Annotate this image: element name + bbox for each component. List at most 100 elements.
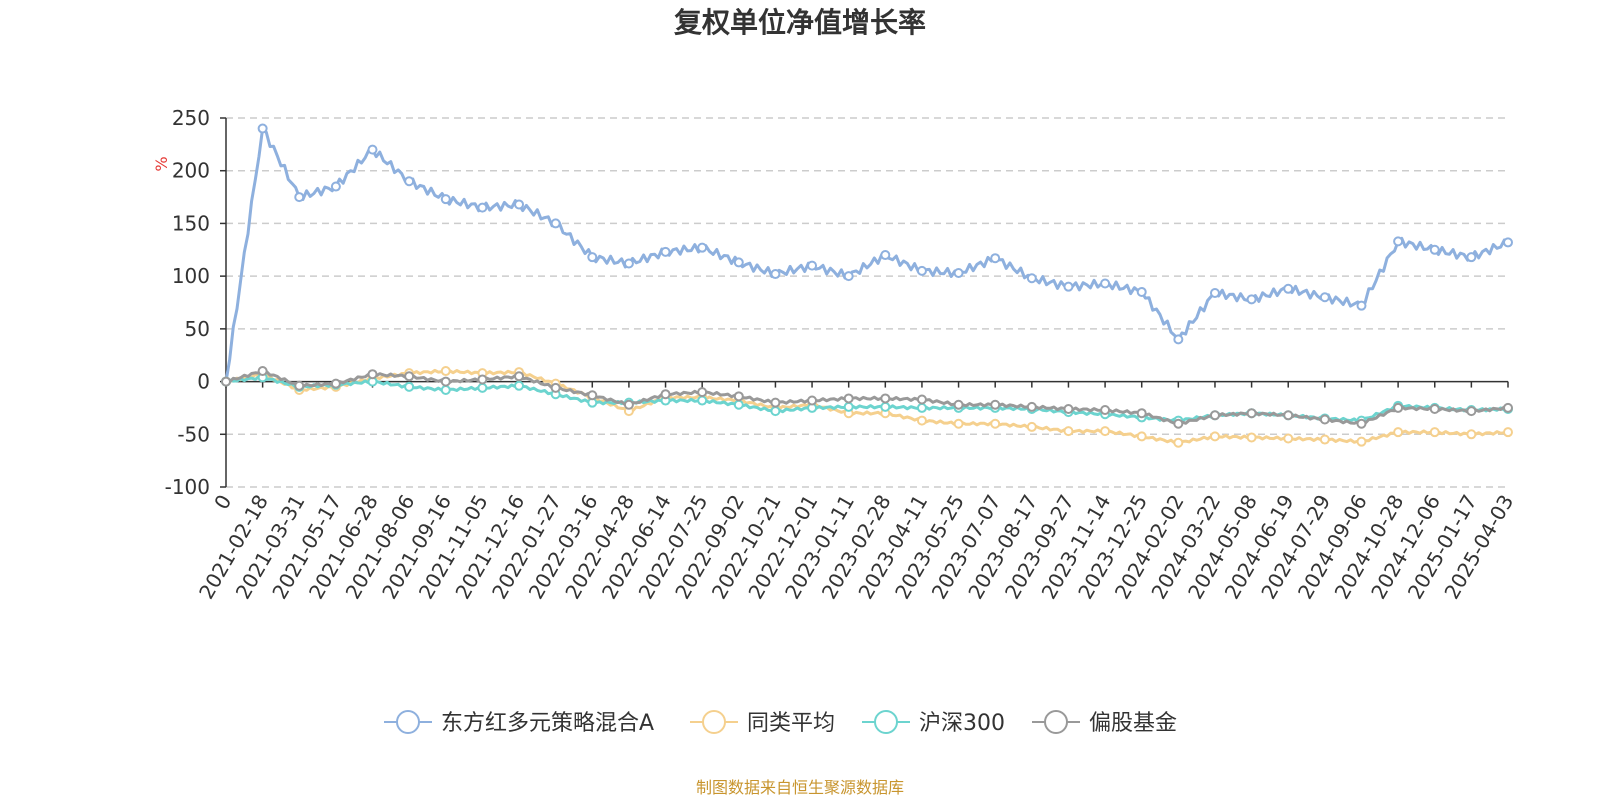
data-point [1246, 408, 1257, 419]
data-point [1173, 418, 1184, 429]
data-point [660, 389, 671, 400]
legend[interactable]: 东方红多元策略混合A 同类平均 沪深300 偏股基金 [384, 710, 1177, 736]
data-point [257, 366, 268, 377]
data-point [1026, 421, 1037, 432]
data-point [1393, 402, 1404, 413]
legend-item[interactable]: 偏股基金 [1032, 710, 1177, 736]
data-source-note: 制图数据来自恒生聚源数据库 [696, 778, 904, 797]
data-point [623, 399, 634, 410]
data-point [1209, 288, 1220, 299]
data-point [990, 399, 1001, 410]
data-point [1466, 406, 1477, 417]
data-point [367, 144, 378, 155]
data-point [1209, 410, 1220, 421]
data-point [1100, 426, 1111, 437]
data-point [1026, 401, 1037, 412]
data-point [880, 250, 891, 261]
data-point [1393, 427, 1404, 438]
x-tick-label: 0 [209, 491, 236, 514]
data-point [1136, 431, 1147, 442]
data-point [1136, 408, 1147, 419]
data-point [916, 394, 927, 405]
data-point [1466, 429, 1477, 440]
data-point [404, 371, 415, 382]
series-line [225, 369, 1509, 426]
data-point [404, 381, 415, 392]
chart-title: 复权单位净值增长率 [674, 6, 926, 39]
data-point [1063, 426, 1074, 437]
legend-item[interactable]: 同类平均 [690, 710, 835, 736]
legend-marker [702, 710, 726, 734]
data-point [1283, 283, 1294, 294]
legend-label: 东方红多元策略混合A [441, 711, 654, 736]
legend-item[interactable]: 沪深300 [862, 710, 1005, 736]
data-point [807, 395, 818, 406]
data-point [733, 399, 744, 410]
data-point [1063, 281, 1074, 292]
data-point [697, 395, 708, 406]
data-point [843, 393, 854, 404]
y-tick-label: 200 [172, 159, 210, 183]
y-tick-label: 150 [172, 211, 210, 235]
data-point [1356, 300, 1367, 311]
data-point [770, 406, 781, 417]
data-point [1356, 436, 1367, 447]
data-point [1429, 403, 1440, 414]
data-point [1026, 273, 1037, 284]
data-point [587, 390, 598, 401]
data-point [807, 260, 818, 271]
y-tick-label: -50 [177, 422, 210, 446]
y-tick-label: 100 [172, 264, 210, 288]
data-point [916, 265, 927, 276]
data-point [990, 418, 1001, 429]
data-point [477, 202, 488, 213]
data-point [953, 399, 964, 410]
data-point [916, 415, 927, 426]
y-axis-unit: % [152, 156, 171, 171]
data-point [587, 252, 598, 263]
data-point [1246, 294, 1257, 305]
y-tick-label: 0 [197, 370, 210, 394]
data-point [1209, 431, 1220, 442]
data-point [514, 371, 525, 382]
data-point [1503, 402, 1513, 413]
y-tick-label: 250 [172, 106, 210, 130]
data-point [221, 376, 231, 387]
data-point [1100, 278, 1111, 289]
data-point [733, 257, 744, 268]
y-tick-label: -100 [165, 475, 210, 499]
data-point [1246, 432, 1257, 443]
data-point [1503, 237, 1513, 248]
legend-label: 同类平均 [747, 711, 835, 736]
data-point [1503, 427, 1513, 438]
data-point [1100, 405, 1111, 416]
y-tick-label: 50 [185, 317, 210, 341]
data-point [440, 366, 451, 377]
data-point [1283, 433, 1294, 444]
series-line [225, 368, 1509, 445]
data-point [1319, 414, 1330, 425]
data-point [843, 401, 854, 412]
series-line [224, 127, 1509, 382]
data-point [367, 369, 378, 380]
legend-item[interactable]: 东方红多元策略混合A [384, 710, 654, 736]
data-point [623, 258, 634, 269]
data-point [1063, 403, 1074, 414]
data-point [1319, 292, 1330, 303]
data-point [880, 393, 891, 404]
data-point [1173, 437, 1184, 448]
data-point [770, 269, 781, 280]
data-point [990, 253, 1001, 264]
data-point [1283, 410, 1294, 421]
data-point [440, 376, 451, 387]
data-point [477, 374, 488, 385]
legend-marker [874, 710, 898, 734]
data-point [440, 385, 451, 396]
data-point [1136, 286, 1147, 297]
axes: 250200150100500-50-10002021-02-182021-03… [165, 106, 1519, 603]
legend-label: 偏股基金 [1089, 711, 1177, 736]
legend-label: 沪深300 [919, 711, 1005, 736]
data-point [697, 242, 708, 253]
data-point [294, 380, 305, 391]
